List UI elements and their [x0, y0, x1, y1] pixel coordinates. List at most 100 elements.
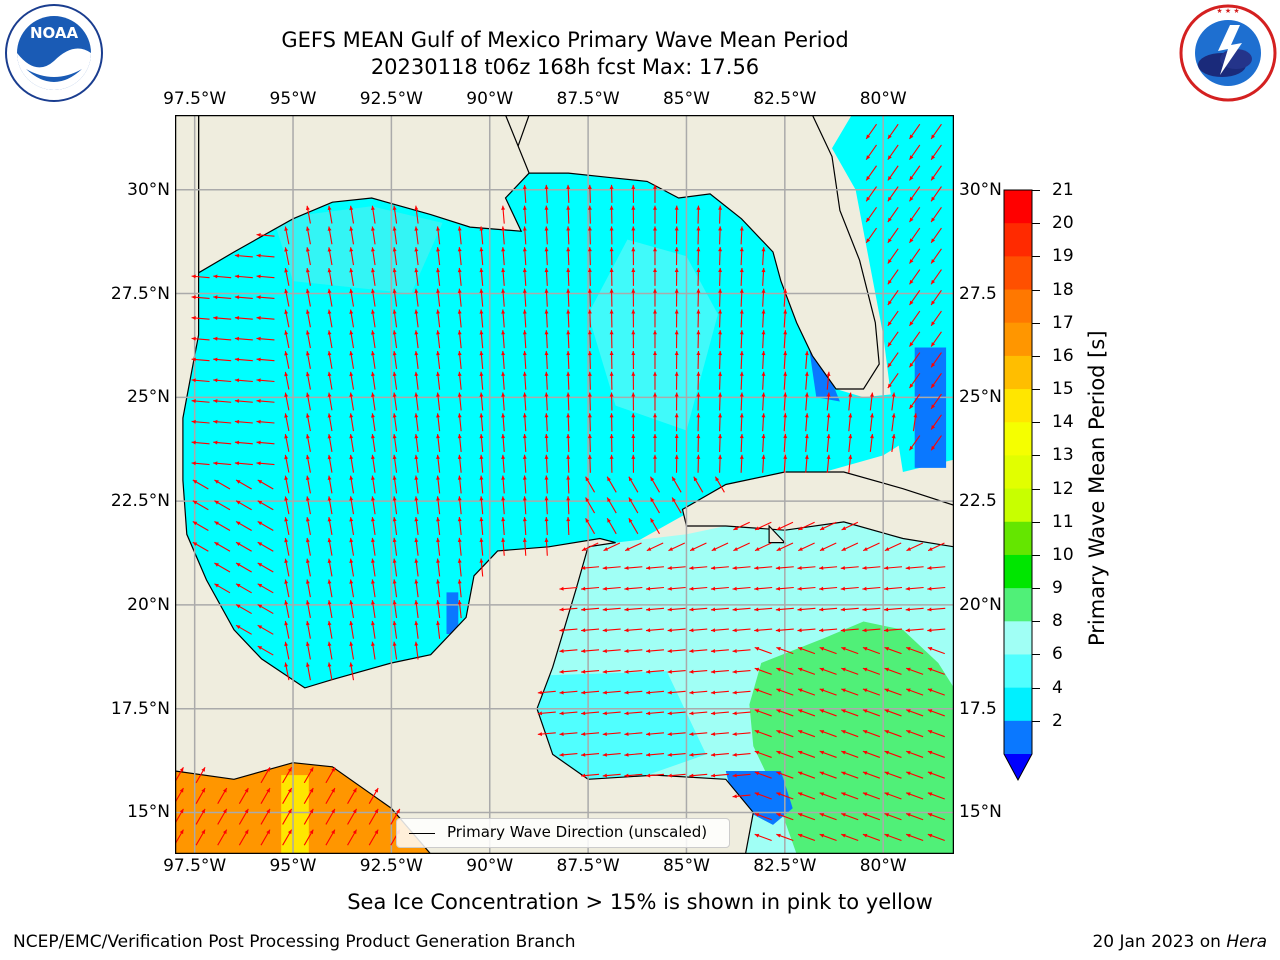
- wave-arrow: [710, 566, 729, 570]
- wave-arrow: [733, 542, 750, 552]
- wave-arrow: [235, 521, 252, 531]
- wave-arrow: [349, 662, 355, 681]
- wave-arrow: [544, 475, 549, 494]
- wave-arrow: [537, 732, 556, 736]
- lat-tick-left: 22.5°N: [110, 491, 170, 512]
- wave-arrow: [522, 371, 527, 390]
- wave-arrow: [349, 496, 355, 515]
- noaa-logo: NOAA: [5, 4, 103, 102]
- wave-arrow: [349, 434, 355, 452]
- wave-arrow: [392, 205, 398, 224]
- wave-arrow: [213, 274, 232, 279]
- wave-arrow: [930, 414, 942, 430]
- wave-arrow: [436, 226, 441, 245]
- wave-arrow: [282, 829, 293, 846]
- wave-arrow: [930, 310, 942, 327]
- wave-arrow: [624, 649, 643, 653]
- colorbar-tick-label: 10: [1052, 544, 1074, 565]
- wave-arrow: [368, 829, 379, 846]
- wave-arrow: [256, 357, 275, 362]
- wave-arrow: [696, 267, 701, 286]
- wave-arrow: [581, 542, 599, 552]
- wave-arrow: [256, 378, 275, 383]
- footer-host: Hera: [1226, 932, 1267, 952]
- wave-arrow: [414, 620, 419, 639]
- wave-arrow: [544, 517, 549, 536]
- wave-arrow: [609, 413, 614, 432]
- wave-arrow: [631, 184, 636, 203]
- wave-arrow: [927, 833, 945, 841]
- wave-arrow: [191, 336, 210, 341]
- wave-arrow: [609, 267, 614, 286]
- wave-arrow: [217, 787, 228, 804]
- colorbar-segment: [1004, 389, 1032, 423]
- wave-arrow: [783, 309, 788, 328]
- wave-arrow: [522, 433, 527, 452]
- wave-arrow: [797, 688, 816, 696]
- lat-tick-right: 22.5: [959, 491, 997, 512]
- wave-arrow: [865, 186, 877, 202]
- wave-arrow: [797, 646, 816, 655]
- wave-arrow: [414, 371, 419, 390]
- wave-arrow: [501, 330, 506, 349]
- colorbar-tick-mark: [1032, 355, 1040, 357]
- wave-arrow: [559, 628, 578, 633]
- wave-arrow: [798, 521, 815, 531]
- map-legend: Primary Wave Direction (unscaled): [396, 818, 730, 848]
- wave-arrow: [191, 295, 210, 300]
- wave-arrow: [544, 392, 549, 411]
- lon-tick-top: 97.5°W: [163, 89, 227, 109]
- wave-arrow: [667, 649, 686, 653]
- footer-branch: NCEP/EMC/Verification Post Processing Pr…: [13, 932, 576, 952]
- wave-arrow: [848, 454, 853, 473]
- wave-arrow: [392, 454, 398, 473]
- wave-arrow: [327, 620, 333, 639]
- wave-arrow: [392, 517, 398, 536]
- wave-arrow: [192, 541, 209, 552]
- wave-arrow: [761, 267, 766, 286]
- wave-arrow: [602, 566, 621, 570]
- wave-arrow: [689, 773, 708, 778]
- wave-arrow: [761, 247, 766, 266]
- wave-arrow: [457, 413, 462, 432]
- caribbean-swell-green: [749, 621, 954, 854]
- lat-tick-left: 25°N: [127, 387, 170, 408]
- wave-period-fields: [175, 115, 954, 854]
- wave-arrow: [522, 413, 527, 432]
- chart-title-line2: 20230118 t06z 168h fcst Max: 17.56: [370, 55, 760, 79]
- lat-tick-left: 27.5°N: [110, 283, 170, 304]
- wave-arrow: [783, 350, 788, 369]
- wave-arrow: [689, 711, 708, 716]
- wave-arrow: [587, 288, 592, 307]
- wave-arrow: [927, 566, 946, 570]
- wave-arrow: [776, 542, 794, 552]
- wave-arrow: [581, 586, 600, 591]
- wave-arrow: [436, 454, 441, 473]
- wave-arrow: [327, 641, 333, 660]
- wave-arrow: [257, 500, 274, 511]
- wave-arrow: [349, 475, 355, 494]
- wave-arrow: [667, 732, 686, 736]
- wave-arrow: [371, 641, 376, 660]
- wave-arrow: [645, 732, 665, 736]
- wave-arrow: [349, 288, 355, 307]
- wave-arrow: [327, 226, 333, 245]
- wave-arrow: [927, 628, 946, 633]
- wave-arrow: [754, 833, 772, 841]
- wave-arrow: [754, 646, 772, 655]
- wave-arrow: [349, 309, 355, 328]
- wave-arrow: [710, 773, 729, 778]
- wave-arrow: [906, 542, 924, 552]
- wave-arrow: [213, 419, 232, 424]
- wave-arrow: [325, 787, 336, 804]
- lon-tick-top: 85°W: [662, 89, 710, 109]
- wave-arrow: [414, 392, 419, 411]
- wave-arrow: [887, 227, 899, 244]
- wave-arrow: [776, 771, 794, 779]
- wave-arrow: [284, 226, 290, 245]
- wave-arrow: [674, 205, 679, 224]
- wave-arrow: [602, 628, 621, 633]
- wave-arrow: [217, 829, 228, 846]
- wave-arrow: [327, 330, 333, 349]
- colorbar-tick-mark: [1032, 621, 1040, 623]
